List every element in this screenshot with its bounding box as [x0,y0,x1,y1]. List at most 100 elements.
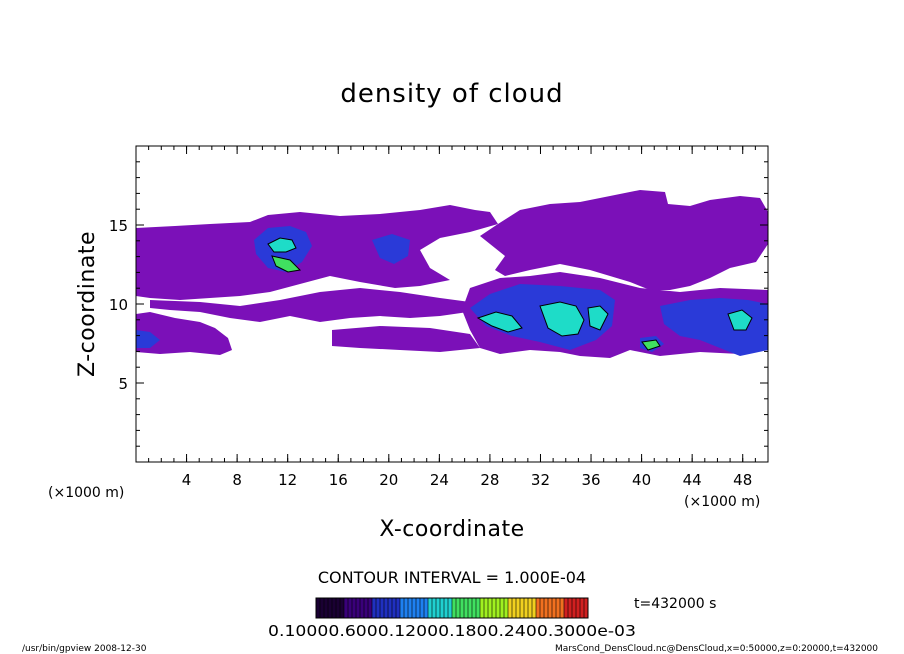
colorbar-swatch [452,598,456,618]
cloud-peak-upper-left [267,237,297,253]
colorbar-swatch [376,598,380,618]
y-axis: 5 10 15 [109,161,768,447]
x-axis: 4 8 12 16 20 24 28 32 36 40 44 48 [148,146,756,489]
colorbar-swatch [528,598,532,618]
x-tick-label: 32 [531,471,550,489]
cloud-density-field [136,190,768,358]
colorbar-swatch [576,598,580,618]
colorbar-swatch [548,598,552,618]
time-label: t=432000 s [634,596,716,612]
cloud-region-upper-left [136,205,498,300]
colorbar-swatch [568,598,572,618]
cloud-region-upper-right [480,190,768,290]
colorbar-swatch [484,598,488,618]
cloud-peak-lower-green [641,339,661,351]
y-axis-label: Z-coordinate [75,231,100,377]
colorbar-swatch [580,598,584,618]
footer-right: MarsCond_DensCloud.nc@DensCloud,x=0:5000… [555,644,878,654]
colorbar-swatch [516,598,520,618]
colorbar-swatch [500,598,504,618]
chart-title: density of cloud [340,79,563,109]
colorbar-swatch [504,598,508,618]
colorbar-swatch [372,598,376,618]
colorbar-swatch [384,598,388,618]
cloud-peak-center [539,301,585,337]
colorbar-swatch [360,598,364,618]
colorbar-swatch [436,598,440,618]
colorbar-swatch [444,598,448,618]
colorbar-swatch [388,598,392,618]
colorbar-swatch [532,598,536,618]
colorbar-swatch [332,598,336,618]
colorbar-swatch [552,598,556,618]
colorbar-swatch [496,598,500,618]
contour-interval: CONTOUR INTERVAL = 1.000E-04 [318,568,586,587]
footer-left: /usr/bin/gpview 2008-12-30 [22,644,147,654]
colorbar-frame [315,597,589,619]
colorbar-swatch [420,598,424,618]
colorbar-swatch [364,598,368,618]
colorbar-swatch [448,598,452,618]
x-tick-label: 12 [278,471,297,489]
x-unit-left: (×1000 m) [48,485,124,501]
colorbar-labels: 0.10000.6000.12000.1800.2400.3000e-03 [268,622,636,640]
colorbar-swatch [396,598,400,618]
x-tick-label: 8 [232,471,242,489]
x-tick-label: 24 [430,471,449,489]
cloud-region-bottom-strip [332,326,480,352]
cloud-core-left-edge [136,330,160,348]
colorbar-swatch [520,598,524,618]
colorbar-swatch [344,598,348,618]
cloud-region-left-low [136,312,232,355]
cloud-peak-center-left [476,311,523,333]
x-axis-label: X-coordinate [379,517,524,542]
colorbar-swatch [460,598,464,618]
colorbar-swatch [492,598,496,618]
cloud-peak-right [727,309,753,331]
colorbar-swatch [408,598,412,618]
colorbar-swatch [440,598,444,618]
colorbar-swatch [584,598,588,618]
colorbar-swatch [572,598,576,618]
colorbar-swatch [560,598,564,618]
colorbar-swatch [480,598,484,618]
colorbar [315,598,588,618]
colorbar-swatch [544,598,548,618]
colorbar-swatch [336,598,340,618]
cloud-region-center-band [150,288,470,322]
colorbar-swatch [428,598,432,618]
colorbar-swatch [464,598,468,618]
colorbar-swatch [556,598,560,618]
x-tick-label: 44 [683,471,702,489]
cloud-peak-upper-left-green [271,255,302,273]
colorbar-swatch [468,598,472,618]
colorbar-swatch [424,598,428,618]
colorbar-swatch [564,598,568,618]
x-tick-label: 36 [581,471,600,489]
colorbar-swatch [476,598,480,618]
colorbar-swatch [400,598,404,618]
colorbar-swatch [508,598,512,618]
x-tick-label: 20 [379,471,398,489]
colorbar-swatch [348,598,352,618]
colorbar-swatch [324,598,328,618]
colorbar-swatch [340,598,344,618]
colorbar-swatch [512,598,516,618]
y-tick-label: 10 [109,296,128,314]
x-tick-label: 40 [632,471,651,489]
y-tick-label: 5 [118,375,128,393]
colorbar-swatch [368,598,372,618]
cloud-peak-center-right [587,305,609,331]
colorbar-swatch [432,598,436,618]
y-tick-label: 15 [109,217,128,235]
colorbar-swatch [416,598,420,618]
colorbar-swatch [320,598,324,618]
cloud-core-upper-center [372,234,410,264]
x-tick-label: 4 [182,471,192,489]
x-unit-right: (×1000 m) [684,494,760,510]
colorbar-swatch [316,598,320,618]
colorbar-swatch [456,598,460,618]
colorbar-swatch [392,598,396,618]
colorbar-swatch [328,598,332,618]
